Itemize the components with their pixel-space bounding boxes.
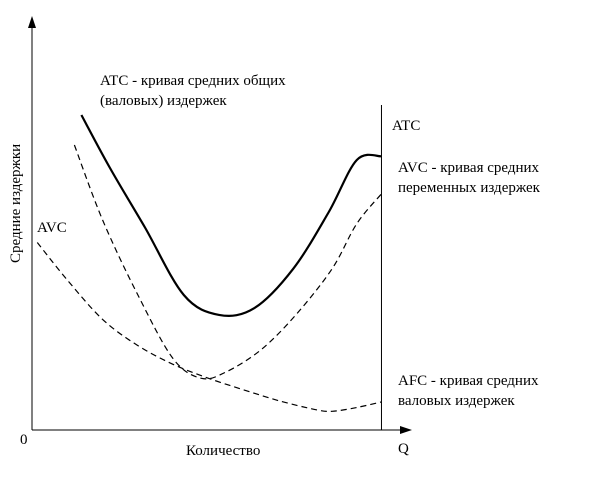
avc-start-label: AVC — [37, 220, 67, 236]
labels: 0 Q Количество Средние издержки ATC - кр… — [8, 73, 541, 459]
y-axis-arrow — [28, 16, 36, 28]
afc-curve — [36, 242, 382, 412]
x-axis-arrow — [400, 426, 412, 434]
axes — [28, 16, 412, 434]
atc-label-line-1: ATC - кривая средних общих — [100, 73, 286, 89]
atc-label-line-2: (валовых) издержек — [100, 93, 227, 109]
avc-label-line-2: переменных издержек — [398, 180, 541, 196]
avc-curve — [73, 144, 382, 380]
afc-label-line-1: AFC - кривая средних — [398, 373, 539, 389]
atc-end-label: ATC — [392, 118, 420, 134]
x-axis-end-label: Q — [398, 441, 409, 457]
afc-label-line-2: валовых издержек — [398, 393, 515, 409]
x-axis-label: Количество — [186, 443, 260, 459]
atc-curve — [80, 114, 382, 317]
y-axis-label: Средние издержки — [8, 144, 24, 263]
origin-label: 0 — [20, 432, 28, 448]
avc-label-line-1: AVC - кривая средних — [398, 160, 540, 176]
curves — [36, 114, 382, 412]
